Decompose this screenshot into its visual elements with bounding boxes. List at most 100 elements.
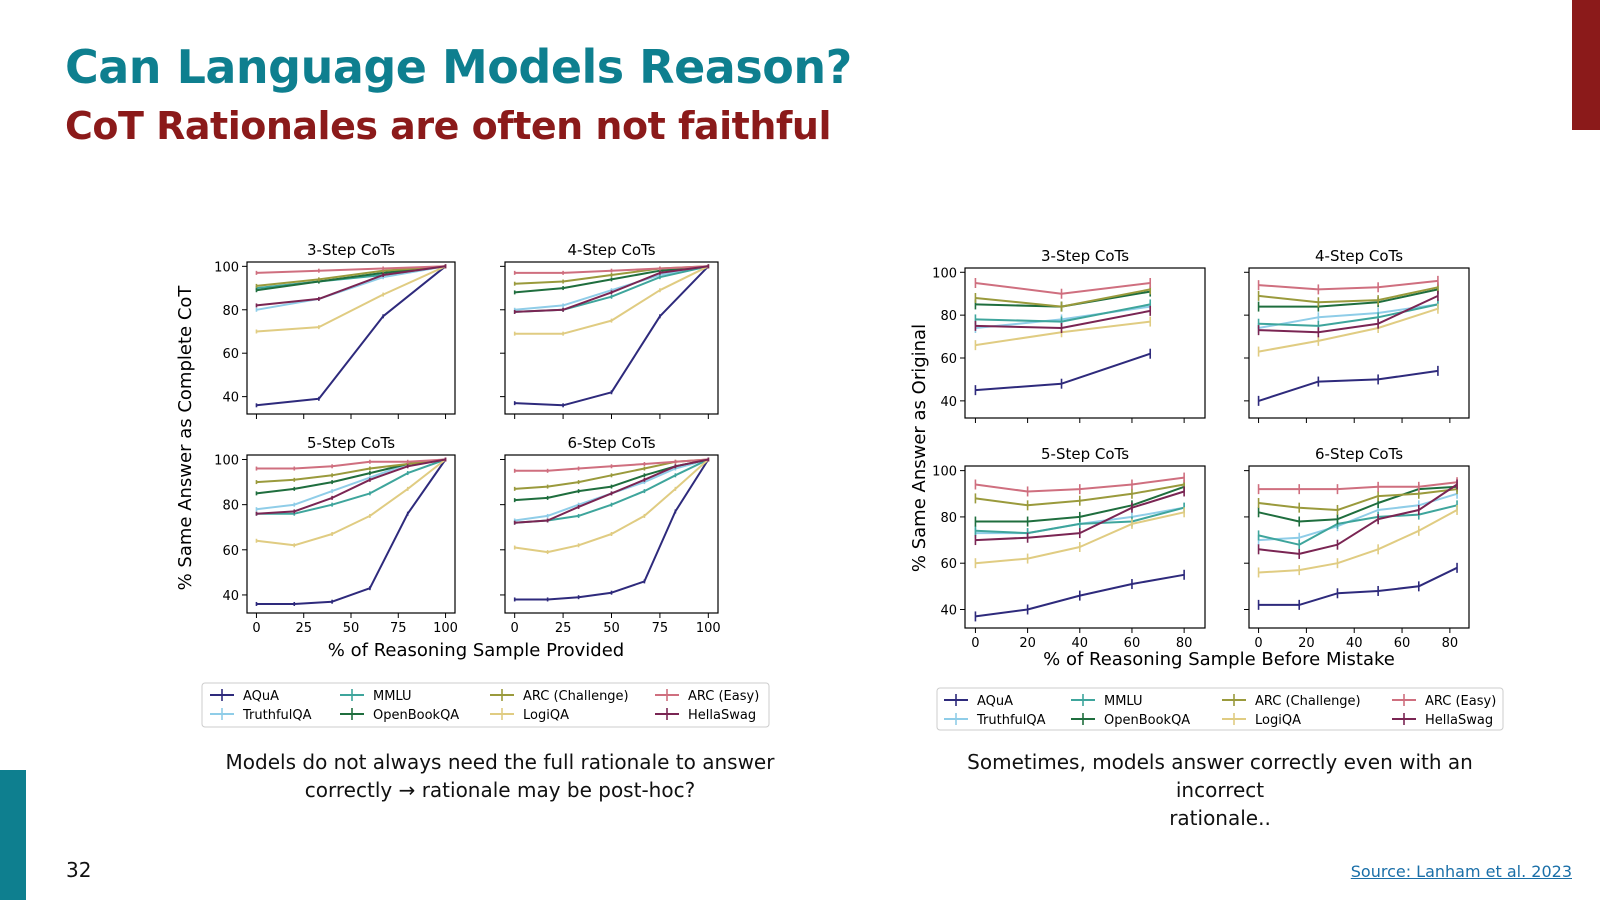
- series-line: [514, 265, 710, 407]
- source-link[interactable]: Source: Lanham et al. 2023: [1350, 862, 1572, 881]
- plot-frame: [964, 465, 1206, 629]
- legend-label: ARC (Challenge): [1255, 694, 1361, 709]
- x-tick-label: 100: [433, 621, 458, 636]
- x-tick-label: 50: [343, 621, 360, 636]
- y-tick-label: 100: [932, 465, 957, 480]
- chart-figure-2: 3-Step CoTs 40 60 80 100 4-Step CoTs 5-Step Co…: [909, 247, 1504, 731]
- legend-label: MMLU: [1104, 694, 1143, 709]
- series-line: [256, 265, 446, 333]
- chart-panel: 6-Step CoTs 0 20 40 60 80: [1244, 445, 1470, 651]
- y-tick-label: 40: [222, 589, 239, 604]
- legend-label: AQuA: [243, 689, 279, 704]
- x-tick-label: 80: [1176, 636, 1193, 651]
- x-axis-label: % of Reasoning Sample Provided: [328, 640, 624, 661]
- caption-left: Models do not always need the full ratio…: [210, 748, 790, 804]
- legend-label: AQuA: [977, 694, 1013, 709]
- legend-label: OpenBookQA: [1104, 713, 1190, 728]
- legend-label: ARC (Challenge): [523, 689, 629, 704]
- panel-title: 3-Step CoTs: [1041, 247, 1129, 265]
- series-line: [1258, 509, 1458, 574]
- y-tick-label: 40: [940, 603, 957, 618]
- legend-label: HellaSwag: [1425, 713, 1493, 728]
- x-tick-label: 25: [295, 621, 312, 636]
- x-tick-label: 80: [1442, 636, 1459, 651]
- series-line: [1258, 483, 1458, 555]
- plot-frame: [246, 454, 456, 614]
- series-line: [1258, 492, 1458, 542]
- plot-frame: [1248, 267, 1470, 419]
- chart-panel: 3-Step CoTs 40 60 80 100: [932, 247, 1206, 423]
- series-line: [1258, 369, 1439, 402]
- panel-title: 3-Step CoTs: [307, 241, 395, 259]
- series-line: [1258, 286, 1439, 304]
- y-tick-label: 100: [214, 260, 239, 275]
- y-tick-label: 80: [222, 304, 239, 319]
- series-line: [256, 265, 447, 407]
- series-line: [975, 352, 1151, 392]
- series-line: [256, 458, 446, 484]
- legend: AQuA MMLU ARC (Challenge) ARC (Easy) Truthfu…: [936, 687, 1504, 731]
- x-tick-label: 50: [603, 621, 620, 636]
- x-tick-label: 60: [1124, 636, 1141, 651]
- y-tick-label: 80: [940, 511, 957, 526]
- y-tick-label: 100: [932, 266, 957, 281]
- chart-panel: 4-Step CoTs: [500, 241, 719, 419]
- x-tick-label: 75: [390, 621, 407, 636]
- x-tick-label: 25: [555, 621, 572, 636]
- series-line: [256, 458, 446, 515]
- panel-title: 6-Step CoTs: [567, 434, 655, 452]
- legend-label: ARC (Easy): [1425, 694, 1496, 709]
- chart-panel: 3-Step CoTs 40 60 80 100: [214, 241, 456, 419]
- series-line: [1258, 294, 1439, 334]
- series-line: [1258, 307, 1439, 353]
- y-tick-label: 60: [940, 352, 957, 367]
- x-tick-label: 0: [1254, 636, 1262, 651]
- legend: AQuA MMLU ARC (Challenge) ARC (Easy) Truthfu…: [201, 682, 770, 728]
- series-line: [1258, 504, 1458, 546]
- caption-right-line-2: rationale..: [1169, 806, 1271, 830]
- x-tick-label: 40: [1346, 636, 1363, 651]
- series-line: [1258, 279, 1439, 291]
- y-tick-label: 60: [222, 544, 239, 559]
- y-tick-label: 80: [940, 309, 957, 324]
- y-axis-label: % Same Answer as Complete CoT: [175, 285, 196, 591]
- series-line: [1258, 488, 1458, 511]
- chart-panel: 4-Step CoTs: [1244, 247, 1470, 423]
- slide-subtitle: CoT Rationales are often not faithful: [65, 104, 832, 148]
- chart-panel: 5-Step CoTs 40 60 80 100 0 20 40 60 80: [932, 445, 1206, 651]
- x-tick-label: 0: [511, 621, 519, 636]
- chart-panel: 5-Step CoTs 40 60 80 100 0 25 50 75 100: [214, 434, 458, 636]
- y-tick-label: 60: [940, 557, 957, 572]
- series-line: [256, 458, 447, 547]
- series-line: [975, 288, 1151, 308]
- series-line: [256, 265, 446, 287]
- series-line: [256, 265, 446, 311]
- plot-frame: [1248, 465, 1470, 629]
- series-line: [256, 265, 446, 292]
- legend-label: ARC (Easy): [688, 689, 759, 704]
- caption-left-line-1: Models do not always need the full ratio…: [225, 750, 775, 774]
- legend-label: MMLU: [373, 689, 412, 704]
- legend-label: LogiQA: [1255, 713, 1301, 728]
- y-tick-label: 40: [940, 395, 957, 410]
- y-tick-label: 40: [222, 391, 239, 406]
- panel-title: 4-Step CoTs: [1315, 247, 1403, 265]
- legend-label: LogiQA: [523, 708, 569, 723]
- series-line: [514, 458, 709, 522]
- legend-label: HellaSwag: [688, 708, 756, 723]
- x-tick-label: 40: [1072, 636, 1089, 651]
- series-line: [514, 458, 710, 601]
- series-line: [975, 282, 1151, 295]
- series-line: [1258, 485, 1458, 523]
- slide-title: Can Language Models Reason?: [65, 40, 852, 94]
- caption-left-line-2: correctly → rationale may be post-hoc?: [304, 778, 696, 802]
- series-line: [514, 458, 709, 524]
- chart-figure-1: 3-Step CoTs 40 60 80 100 4-Step CoTs 5-Step Co…: [175, 241, 770, 728]
- legend-label: TruthfulQA: [976, 713, 1046, 728]
- series-line: [1258, 481, 1458, 491]
- x-tick-label: 75: [652, 621, 669, 636]
- x-tick-label: 0: [971, 636, 979, 651]
- x-tick-label: 0: [252, 621, 260, 636]
- chart-panel: 6-Step CoTs 0 25 50 75 100: [500, 434, 721, 636]
